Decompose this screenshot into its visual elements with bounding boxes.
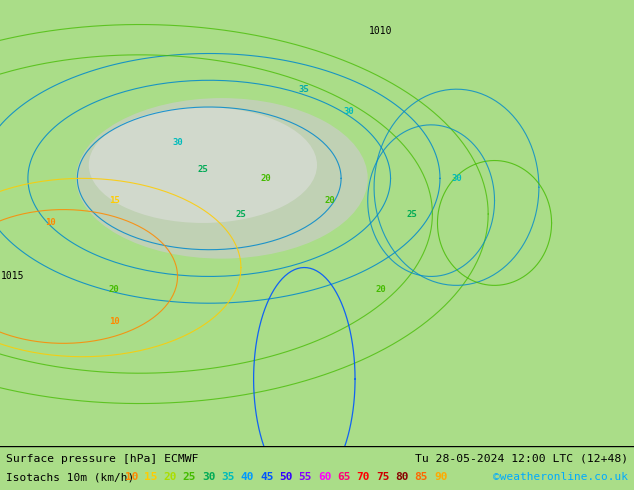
Text: 50: 50 [280, 472, 293, 482]
Text: 90: 90 [434, 472, 448, 482]
Text: 80: 80 [396, 472, 409, 482]
Text: 25: 25 [407, 210, 417, 219]
Text: 60: 60 [318, 472, 332, 482]
Text: 70: 70 [357, 472, 370, 482]
Text: 20: 20 [325, 196, 335, 205]
Ellipse shape [89, 107, 317, 223]
Text: 30: 30 [172, 138, 183, 147]
Text: 20: 20 [164, 472, 177, 482]
Text: 25: 25 [198, 165, 208, 174]
Text: 35: 35 [299, 85, 309, 94]
Text: 30: 30 [202, 472, 216, 482]
Text: 25: 25 [183, 472, 197, 482]
Text: 30: 30 [451, 174, 462, 183]
Text: 20: 20 [109, 285, 119, 294]
Text: ©weatheronline.co.uk: ©weatheronline.co.uk [493, 472, 628, 482]
Text: 1015: 1015 [1, 271, 25, 281]
Text: 35: 35 [221, 472, 235, 482]
Text: 20: 20 [261, 174, 271, 183]
Text: 10: 10 [125, 472, 138, 482]
Text: 75: 75 [376, 472, 389, 482]
Ellipse shape [76, 98, 368, 259]
Text: 40: 40 [241, 472, 254, 482]
Text: 45: 45 [260, 472, 274, 482]
Text: 10: 10 [109, 317, 119, 325]
Text: Surface pressure [hPa] ECMWF: Surface pressure [hPa] ECMWF [6, 454, 199, 464]
Text: 65: 65 [337, 472, 351, 482]
Text: Tu 28-05-2024 12:00 LTC (12+48): Tu 28-05-2024 12:00 LTC (12+48) [415, 454, 628, 464]
Text: 20: 20 [375, 285, 385, 294]
Text: 10: 10 [46, 219, 56, 227]
Text: 25: 25 [236, 210, 246, 219]
Text: 1010: 1010 [368, 26, 392, 36]
Text: 30: 30 [344, 107, 354, 116]
Text: Isotachs 10m (km/h): Isotachs 10m (km/h) [6, 472, 141, 482]
Text: 15: 15 [144, 472, 158, 482]
Text: 55: 55 [299, 472, 313, 482]
Text: 85: 85 [415, 472, 428, 482]
Text: 15: 15 [109, 196, 119, 205]
